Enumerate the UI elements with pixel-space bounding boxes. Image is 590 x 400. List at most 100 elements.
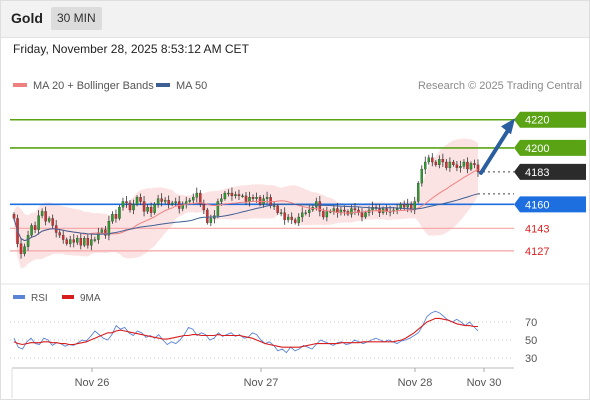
candle [308,205,311,217]
legend-9ma[interactable]: 9MA [62,293,101,304]
candle [188,197,191,204]
candle-body [83,238,86,246]
candle [241,193,244,198]
candle-body [188,199,191,202]
candle [357,207,360,216]
level-tag-4160: 4160 [514,196,586,213]
candle [199,190,202,207]
candle [167,195,170,209]
candle [61,230,65,244]
candle [163,197,167,205]
candle-body [459,166,462,168]
candle-body [44,211,47,222]
candle-body [93,239,97,241]
level-tag-text: 4220 [525,115,549,127]
candle-body [69,239,72,244]
candle [434,159,438,167]
candle-body [146,206,149,212]
legend-rsi[interactable]: RSI [13,293,48,304]
candle [192,193,195,204]
legend-9ma-label: 9MA [80,293,101,304]
candle [135,195,139,207]
candle-body [441,159,445,163]
chart-datetime: Friday, November 28, 2025 8:53:12 AM CET [13,42,249,56]
candle [69,235,72,248]
candle-body [12,214,16,219]
candle [76,235,79,246]
candle-body [286,216,290,220]
candle-body [86,238,90,246]
candle-body [248,197,251,202]
candle [258,195,262,207]
candle [420,165,423,187]
candle-body [111,214,114,222]
candle-body [276,205,279,213]
candle [47,216,51,224]
candle [230,187,234,201]
candle-body [167,199,170,205]
candle [65,237,68,246]
candle [195,187,199,203]
candle [364,210,367,219]
candle-body [364,212,367,218]
candle [58,229,61,239]
legend-ma20[interactable]: MA 20 + Bollinger Bands [13,80,154,92]
candle-body [65,239,68,244]
candle-body [181,204,184,209]
candle [40,208,44,219]
candle-body [234,194,237,197]
candle-body [244,195,248,202]
candle-body [100,229,104,233]
candle [223,190,227,201]
level-tag-bg [514,163,586,180]
candle-body [434,161,438,166]
candle-body [220,198,223,202]
candle-body [466,161,469,170]
candle [353,203,357,215]
candle-body [51,218,54,226]
candle-body [163,199,167,202]
candle-body [308,209,311,213]
interval-button[interactable]: 30 MIN [51,7,102,30]
candle [83,236,86,248]
candle [153,202,156,215]
legend-ma50[interactable]: MA 50 [156,80,207,92]
candle [206,207,209,225]
candle [466,157,469,174]
candle [445,159,448,171]
candle-body [139,197,142,202]
header-bar: Gold 30 MIN [0,0,590,38]
candle [304,209,307,216]
candle-body [192,197,195,201]
candle-body [170,202,174,205]
candle-body [223,192,227,199]
candle-body [283,212,286,220]
level-tag-4200: 4200 [514,139,586,156]
candle-body [58,232,61,236]
candle [93,236,97,243]
candle-body [272,205,276,207]
candle-body [72,239,75,243]
candle-body [304,212,307,214]
candle [251,194,255,202]
candle-body [325,211,329,218]
candle [51,214,54,229]
candle-body [265,197,269,199]
candle [395,203,399,215]
rsi-swatch [13,295,25,300]
candle [237,189,241,201]
candle-body [469,163,473,170]
candle-body [455,164,459,168]
candle-body [360,212,364,218]
candle-body [258,197,262,205]
candle-body [135,197,139,205]
ma50-line [13,193,479,242]
level-tag-bg [514,196,586,213]
candle [462,159,466,169]
candle [431,153,434,167]
candle-body [462,161,466,167]
candle-body [206,209,209,223]
rsi-line [13,310,479,354]
candle [128,199,132,213]
